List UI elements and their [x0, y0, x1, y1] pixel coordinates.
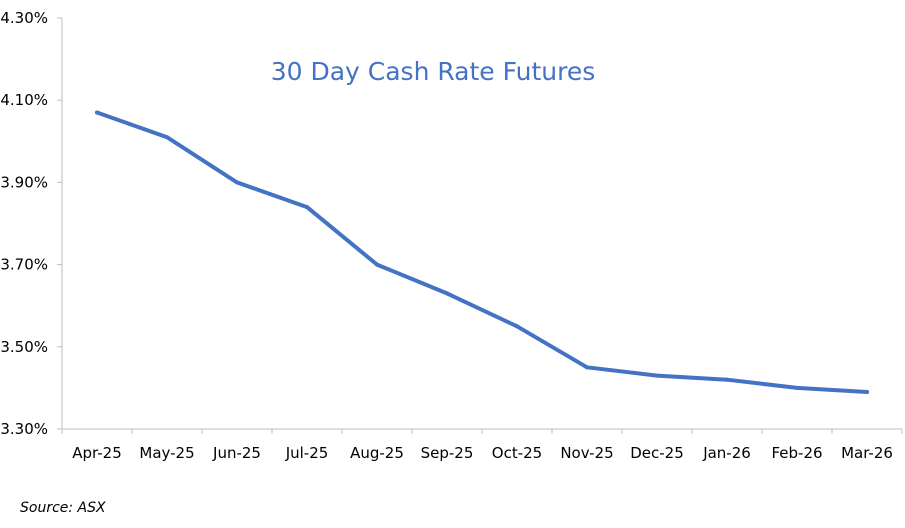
data-point	[165, 135, 169, 140]
data-point	[865, 390, 869, 395]
y-tick-label: 3.70%	[0, 256, 48, 274]
data-points	[95, 110, 869, 395]
data-point	[725, 377, 729, 382]
data-point	[305, 205, 309, 210]
y-tick-label: 4.10%	[0, 91, 48, 109]
data-point	[95, 110, 99, 115]
x-tick-label: Jul-25	[285, 444, 329, 462]
x-axis-ticks: Apr-25 May-25 Jun-25 Jul-25 Aug-25 Sep-25 Oct-…	[61, 429, 903, 462]
y-tick-label: 4.30%	[0, 9, 48, 27]
y-tick-label: 3.50%	[0, 338, 48, 356]
x-tick-label: May-25	[139, 444, 194, 462]
source-note: Source: ASX	[20, 500, 106, 516]
x-tick-label: Nov-25	[560, 444, 613, 462]
x-tick-label: Apr-25	[72, 444, 122, 462]
x-tick-label: Mar-26	[841, 444, 893, 462]
data-point	[795, 385, 799, 390]
x-tick-label: Oct-25	[492, 444, 542, 462]
data-point	[585, 365, 589, 370]
y-tick-label: 3.30%	[0, 420, 48, 438]
data-point	[515, 324, 519, 329]
x-tick-label: Dec-25	[630, 444, 684, 462]
data-point	[375, 262, 379, 267]
series-line	[95, 110, 869, 394]
chart-title: 30 Day Cash Rate Futures	[271, 57, 596, 86]
y-axis-ticks: 3.30% 3.50% 3.70% 3.90% 4.10% 4.30%	[0, 9, 62, 438]
x-tick-label: Jun-25	[212, 444, 261, 462]
x-tick-label: Feb-26	[771, 444, 822, 462]
data-point	[445, 291, 449, 296]
x-tick-label: Sep-25	[421, 444, 474, 462]
x-tick-label: Aug-25	[350, 444, 404, 462]
y-tick-label: 3.90%	[0, 173, 48, 191]
data-point	[655, 373, 659, 378]
data-point	[235, 180, 239, 185]
x-tick-label: Jan-26	[702, 444, 751, 462]
